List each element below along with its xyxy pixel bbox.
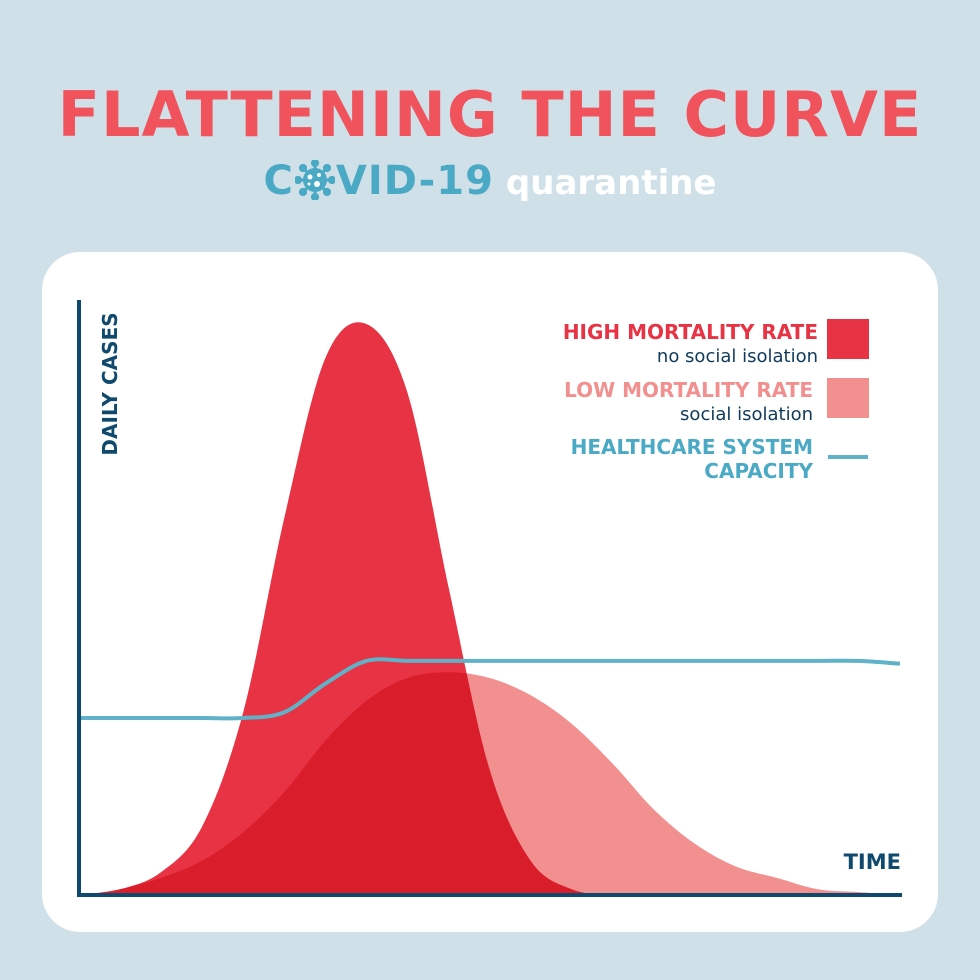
legend-low-swatch (827, 378, 869, 418)
legend-low-label: LOW MORTALITY RATE (564, 378, 813, 402)
subtitle: C VID-19 quarantine (0, 158, 980, 204)
x-axis-label: TIME (844, 850, 901, 874)
y-axis-label: DAILY CASES (98, 312, 122, 455)
page-title: FLATTENING THE CURVE (57, 78, 923, 151)
legend: HIGH MORTALITY RATE no social isolation … (563, 319, 869, 483)
legend-capacity-label-1: HEALTHCARE SYSTEM (571, 435, 813, 459)
series-capacity-line (78, 657, 901, 721)
series-overlap-area (79, 672, 900, 895)
legend-capacity-label-2: CAPACITY (704, 459, 813, 483)
chart-areas (78, 322, 901, 896)
virus-icon (294, 160, 335, 200)
legend-low-sub: social isolation (680, 404, 813, 425)
chart-card: DAILY CASES TIME HIGH MORTALITY RATE no … (42, 252, 938, 932)
series-high-mortality-area (79, 322, 900, 896)
legend-high-label: HIGH MORTALITY RATE (563, 320, 818, 344)
subtitle-covid-c: C (263, 158, 294, 204)
legend-high-sub: no social isolation (657, 346, 818, 367)
subtitle-covid: C VID-19 (264, 158, 494, 204)
legend-high-swatch (827, 319, 869, 359)
subtitle-covid-rest: VID-19 (335, 158, 494, 204)
chart-svg: DAILY CASES TIME HIGH MORTALITY RATE no … (77, 300, 902, 897)
subtitle-quarantine: quarantine (505, 163, 717, 203)
